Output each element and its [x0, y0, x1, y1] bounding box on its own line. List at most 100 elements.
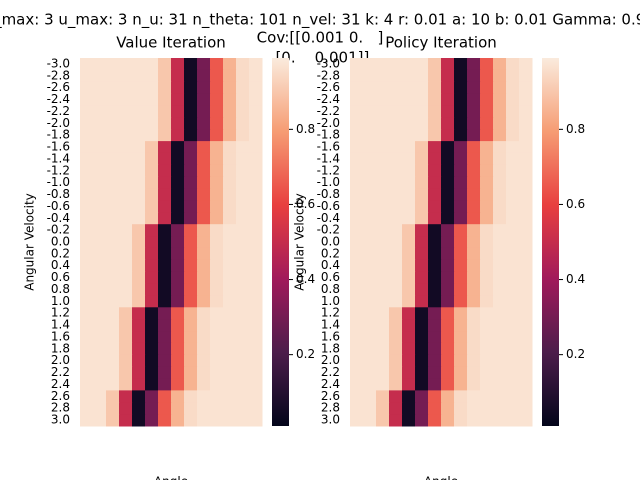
heatmap-cell: [80, 402, 94, 415]
heatmap-cell: [376, 319, 390, 332]
heatmap-cell: [441, 259, 455, 273]
heatmap-cell: [467, 342, 481, 356]
heatmap-cell: [158, 58, 172, 71]
heatmap-cell: [93, 295, 107, 308]
heatmap-cell: [171, 200, 185, 213]
heatmap-cell: [132, 105, 146, 118]
y-tick-label: 3.0: [51, 413, 70, 427]
y-tick-label: 2.4: [51, 377, 70, 391]
heatmap-cell: [93, 129, 107, 142]
heatmap-cell: [493, 58, 507, 71]
heatmap-cell: [415, 271, 429, 285]
heatmap-cell: [506, 402, 520, 415]
heatmap-cell: [415, 152, 429, 166]
heatmap-cell: [415, 331, 429, 344]
heatmap-cell: [363, 283, 377, 296]
colorbar-tick-label: 0.2: [296, 347, 315, 361]
heatmap-cell: [402, 129, 416, 142]
heatmap-cell: [363, 295, 377, 308]
heatmap-cell: [428, 188, 442, 201]
heatmap-cell: [467, 319, 481, 332]
heatmap-cell: [480, 200, 494, 213]
heatmap-cell: [376, 93, 390, 106]
heatmap-cell: [454, 200, 468, 213]
heatmap-cell: [249, 164, 263, 178]
heatmap-cell: [249, 259, 263, 273]
heatmap-cell: [363, 81, 377, 95]
heatmap-cell: [93, 105, 107, 118]
heatmap-cell: [93, 212, 107, 225]
heatmap-cell: [119, 224, 133, 237]
heatmap-cell: [441, 402, 455, 415]
y-tick-label: -2.6: [47, 80, 70, 94]
heatmap-cell: [454, 259, 468, 273]
heatmap-cell: [236, 152, 250, 166]
heatmap-cell: [428, 93, 442, 106]
heatmap-cell: [493, 93, 507, 106]
heatmap-cell: [210, 331, 224, 344]
heatmap-cell: [506, 295, 520, 308]
heatmap-cell: [376, 212, 390, 225]
heatmap-cell: [249, 283, 263, 296]
heatmap-cell: [519, 164, 533, 178]
heatmap-cell: [428, 224, 442, 237]
heatmap-cell: [467, 93, 481, 106]
heatmap-cell: [350, 307, 364, 320]
heatmap-cell: [249, 236, 263, 249]
heatmap-cell: [184, 212, 198, 225]
heatmap-cell: [519, 69, 533, 83]
heatmap-cell: [249, 414, 263, 427]
heatmap-cell: [197, 402, 211, 415]
heatmap-cell: [119, 271, 133, 285]
heatmap-cell: [376, 141, 390, 154]
heatmap-cell: [171, 271, 185, 285]
heatmap-cell: [249, 295, 263, 308]
heatmap-cell: [376, 247, 390, 261]
heatmap-cell: [197, 58, 211, 71]
heatmap-cell: [519, 129, 533, 142]
heatmap-cell: [506, 58, 520, 71]
heatmap-cell: [197, 200, 211, 213]
heatmap-cell: [363, 342, 377, 356]
heatmap-cell: [171, 93, 185, 106]
heatmap-cell: [184, 176, 198, 190]
heatmap-cell: [236, 378, 250, 391]
heatmap-cell: [467, 152, 481, 166]
heatmap-cell: [184, 236, 198, 249]
heatmap-cell: [454, 105, 468, 118]
heatmap-cell: [93, 259, 107, 273]
heatmap-cell: [223, 212, 237, 225]
heatmap-cell: [441, 271, 455, 285]
heatmap-cell: [80, 307, 94, 320]
heatmap-cell: [402, 105, 416, 118]
heatmap-cell: [350, 69, 364, 83]
heatmap-cell: [428, 105, 442, 118]
heatmap-cell: [119, 152, 133, 166]
heatmap-cell: [402, 307, 416, 320]
heatmap-cell: [93, 342, 107, 356]
heatmap-cell: [132, 164, 146, 178]
heatmap-cell: [249, 342, 263, 356]
heatmap-cell: [145, 354, 159, 368]
heatmap-cell: [197, 93, 211, 106]
heatmap-cell: [363, 414, 377, 427]
heatmap-cell: [480, 152, 494, 166]
heatmap-cell: [106, 259, 120, 273]
heatmap-cell: [197, 283, 211, 296]
heatmap-cell: [428, 117, 442, 130]
heatmap-cell: [467, 366, 481, 380]
heatmap-cell: [454, 152, 468, 166]
heatmap-cell: [506, 176, 520, 190]
heatmap-cell: [80, 283, 94, 296]
colorbar-tick-label: 0.8: [296, 122, 315, 136]
heatmap-cell: [350, 271, 364, 285]
heatmap-cell: [80, 354, 94, 368]
heatmap-cell: [93, 81, 107, 95]
heatmap-cell: [106, 212, 120, 225]
heatmap-cell: [441, 188, 455, 201]
heatmap-cell: [363, 331, 377, 344]
y-tick-label: -0.8: [317, 187, 340, 201]
heatmap-cell: [184, 390, 198, 403]
heatmap-cell: [493, 259, 507, 273]
heatmap-cell: [506, 164, 520, 178]
